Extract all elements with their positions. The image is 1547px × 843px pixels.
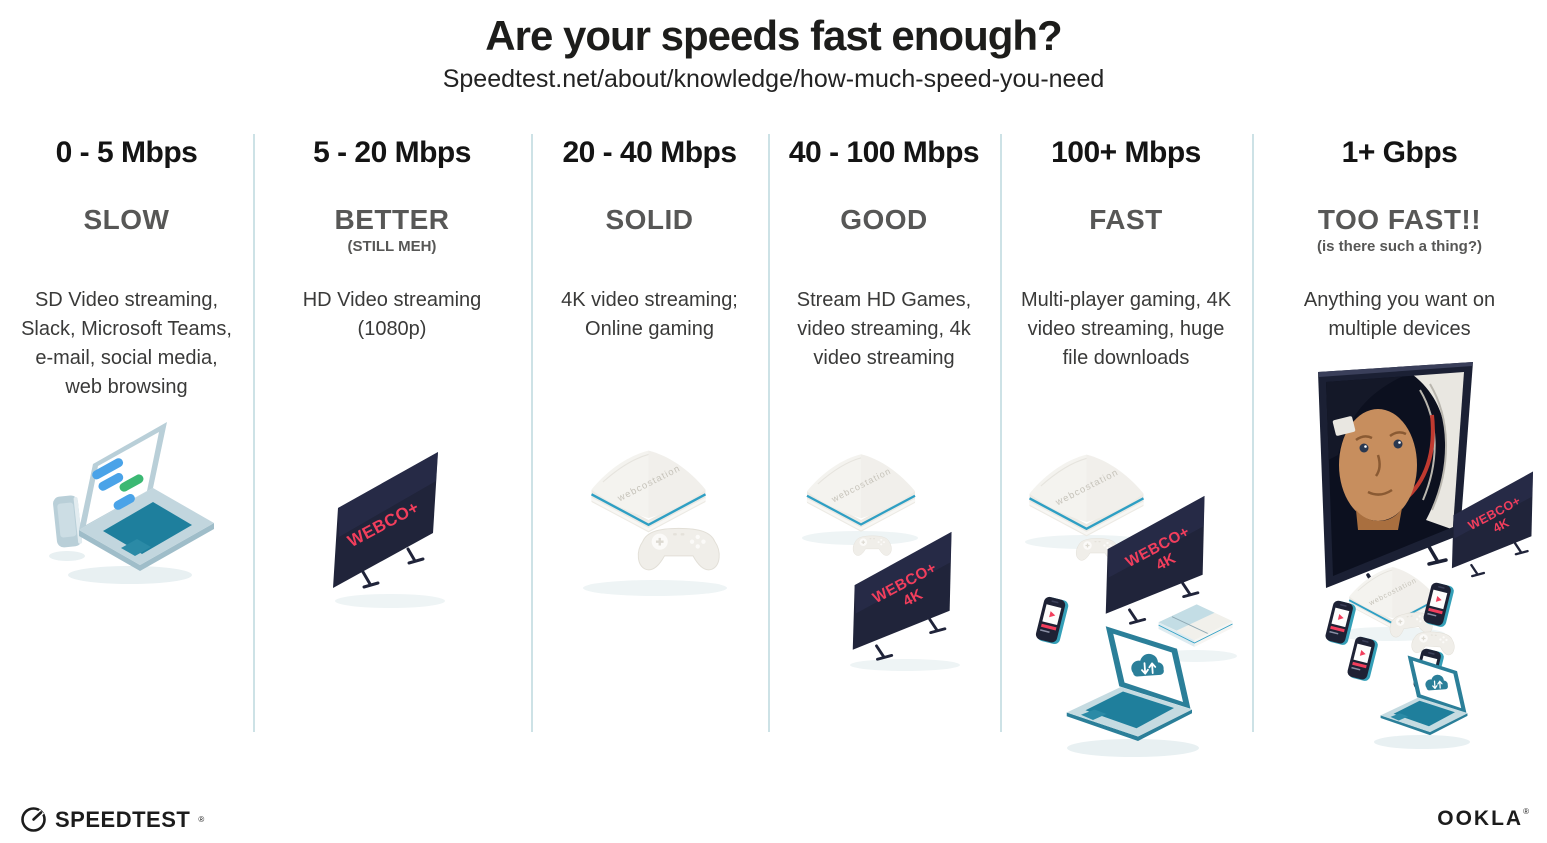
speed-column-20-40-mbps: 20 - 40 Mbps SOLID 4K video streaming; O… [531, 128, 768, 768]
laptop-and-phone-illustration [49, 422, 214, 584]
speedtest-logo: SPEEDTEST ® [20, 806, 204, 833]
speed-range-label: 5 - 20 Mbps [313, 136, 471, 169]
speed-range-label: 100+ Mbps [1051, 136, 1201, 169]
gamepad-icon [852, 535, 892, 557]
speed-column-5-20-mbps: 5 - 20 Mbps BETTER (STILL MEH) HD Video … [253, 128, 531, 768]
movie-tv-icon [1318, 362, 1473, 596]
column-divider [1000, 134, 1002, 732]
many-devices-illustration [1025, 453, 1237, 757]
trademark-symbol: ® [198, 815, 205, 824]
smartphone-icon [1034, 595, 1070, 646]
laptop-cloud-icon [1065, 625, 1193, 742]
tier-note: (STILL MEH) [347, 238, 437, 255]
tv-icon [331, 450, 440, 590]
hd-tv-illustration [331, 450, 445, 608]
tier-description: HD Video streaming (1080p) [302, 289, 482, 340]
speed-column-1-plus-gbps: 1+ Gbps TOO FAST!! (is there such a thin… [1252, 128, 1547, 768]
speed-range-label: 20 - 40 Mbps [562, 136, 737, 169]
ookla-logo: OOKLA® [1437, 807, 1529, 831]
tier-description: Stream HD Games, video streaming, 4k vid… [796, 289, 972, 369]
speed-column-100-plus-mbps: 100+ Mbps FAST Multi-player gaming, 4K v… [1000, 128, 1252, 768]
smartphone-icon [53, 495, 83, 548]
shadow [1067, 739, 1199, 757]
shadow [49, 551, 85, 561]
tv-icon [1450, 470, 1535, 578]
tier-label: BETTER [334, 204, 450, 235]
game-console-icon [1028, 453, 1145, 538]
page-title: Are your speeds fast enough? [485, 12, 1062, 59]
everything-illustration [1318, 362, 1535, 749]
tier-description: 4K video streaming; Online gaming [561, 289, 738, 340]
smartphone-icon [1346, 635, 1379, 683]
speed-column-0-5-mbps: 0 - 5 Mbps SLOW SD Video streaming, Slac… [0, 128, 253, 768]
tier-description: Anything you want on multiple devices [1303, 289, 1496, 340]
tier-note: (is there such a thing?) [1316, 238, 1482, 255]
chat-screen [92, 458, 144, 510]
column-divider [253, 134, 255, 732]
speed-range-label: 1+ Gbps [1341, 136, 1458, 169]
console-and-4k-tv-illustration [802, 452, 960, 671]
laptop-cloud-icon [1379, 654, 1469, 736]
astronaut-screen [1326, 372, 1464, 576]
column-divider [531, 134, 533, 732]
header: Are your speeds fast enough? Speedtest.n… [0, 0, 1547, 128]
column-divider [768, 134, 770, 732]
tier-label: TOO FAST!! [1317, 204, 1482, 235]
source-url: Speedtest.net/about/knowledge/how-much-s… [442, 65, 1105, 93]
trademark-symbol: ® [1523, 807, 1529, 816]
shadow [850, 659, 960, 671]
shadow [583, 580, 727, 596]
tier-description: Multi-player gaming, 4K video streaming,… [1020, 289, 1232, 369]
ookla-wordmark: OOKLA [1437, 807, 1524, 830]
shadow [335, 594, 445, 608]
speed-tier-columns: 0 - 5 Mbps SLOW SD Video streaming, Slac… [0, 128, 1547, 768]
speed-range-label: 0 - 5 Mbps [55, 136, 198, 169]
game-console-illustration [583, 449, 727, 596]
column-divider [1252, 134, 1254, 732]
speed-column-40-100-mbps: 40 - 100 Mbps GOOD Stream HD Games, vide… [768, 128, 1000, 768]
tier-description: SD Video streaming, Slack, Microsoft Tea… [21, 289, 232, 398]
gamepad-icon [637, 527, 721, 571]
tv-icon [851, 530, 953, 661]
speedtest-wordmark: SPEEDTEST [55, 806, 191, 832]
tier-label: SOLID [605, 204, 694, 235]
laptop-icon [79, 422, 214, 571]
slab-console-icon [1158, 603, 1233, 648]
tier-label: SLOW [83, 204, 170, 235]
speed-range-label: 40 - 100 Mbps [788, 136, 980, 169]
tier-label: FAST [1089, 204, 1163, 235]
tier-label: GOOD [840, 204, 928, 235]
game-console-icon [805, 452, 917, 534]
shadow [1374, 735, 1470, 749]
shadow [68, 566, 192, 584]
game-console-icon [590, 449, 707, 534]
speedometer-gauge-icon [21, 807, 46, 832]
